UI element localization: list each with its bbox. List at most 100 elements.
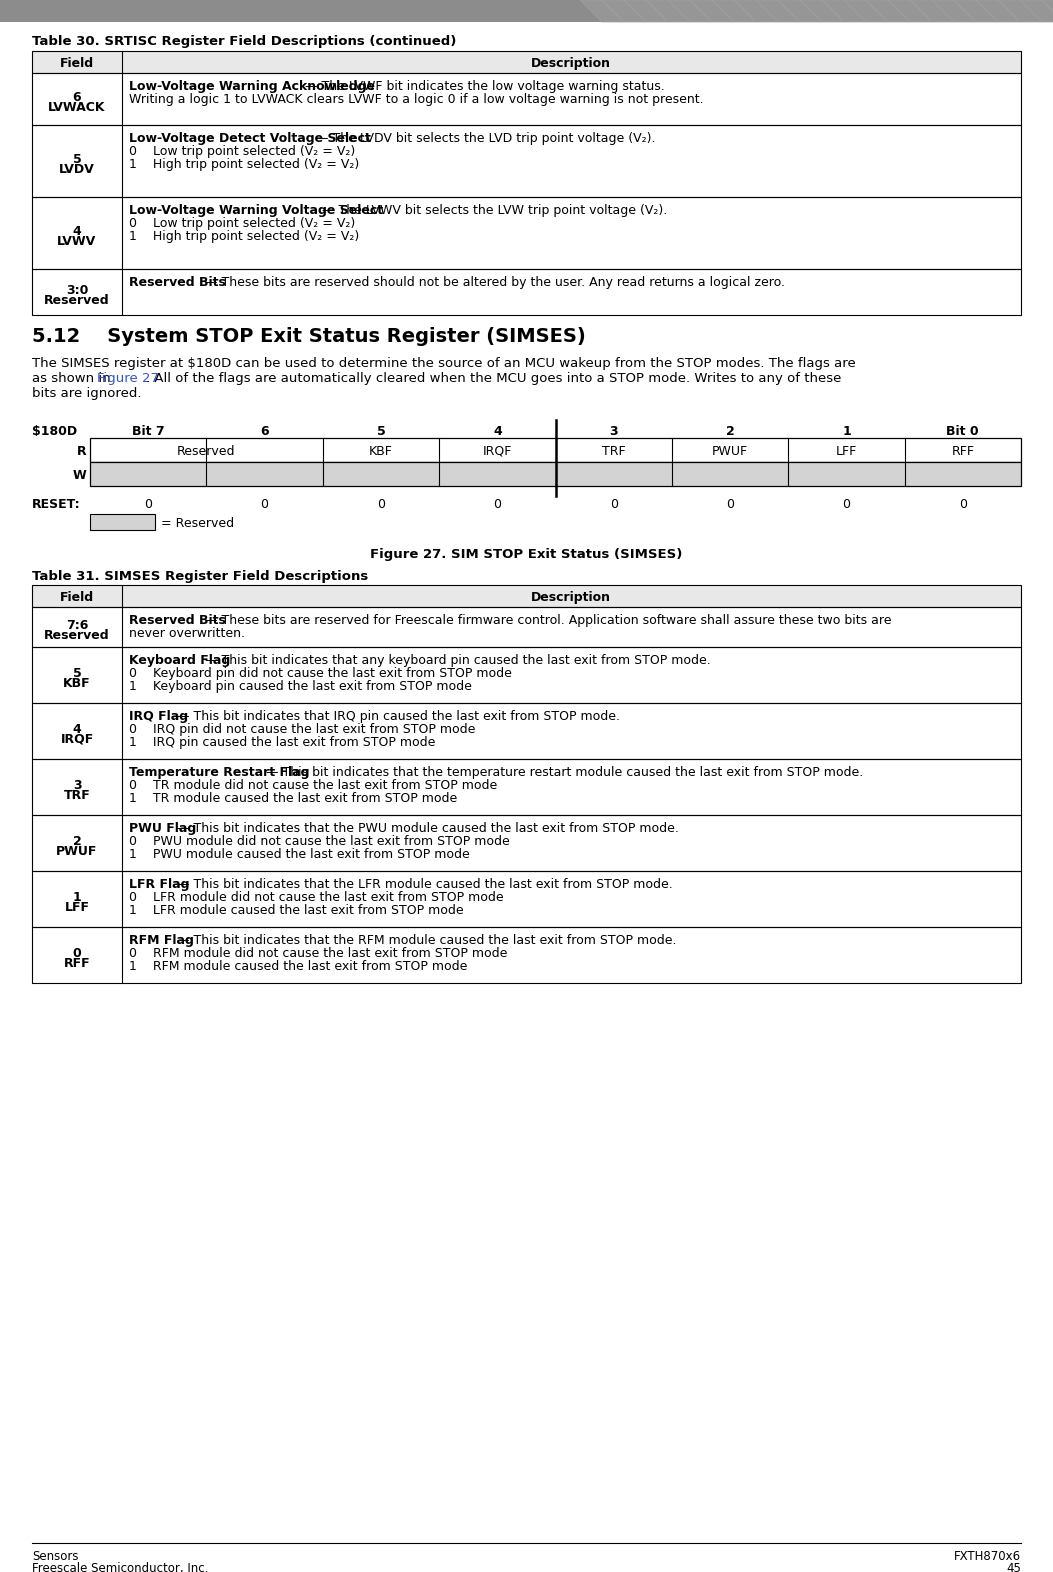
Polygon shape	[976, 0, 1020, 22]
Text: 0: 0	[260, 498, 269, 511]
Text: 0    IRQ pin did not cause the last exit from STOP mode: 0 IRQ pin did not cause the last exit fr…	[130, 723, 475, 736]
Text: IRQ Flag: IRQ Flag	[130, 711, 188, 723]
Text: 4: 4	[73, 723, 81, 736]
Text: — The LVWF bit indicates the low voltage warning status.: — The LVWF bit indicates the low voltage…	[301, 80, 664, 93]
Bar	[32, 814, 1021, 871]
Text: 3:0: 3:0	[65, 285, 88, 297]
Text: Bit 7: Bit 7	[132, 424, 164, 439]
Text: TRF: TRF	[63, 789, 91, 802]
Text: W: W	[73, 468, 86, 483]
Text: bits are ignored.: bits are ignored.	[32, 387, 141, 399]
Polygon shape	[954, 0, 998, 22]
Bar	[32, 607, 1021, 648]
Polygon shape	[1042, 0, 1053, 22]
Text: Temperature Restart Flag: Temperature Restart Flag	[130, 766, 310, 780]
Bar	[90, 462, 1021, 486]
Text: PWU Flag: PWU Flag	[130, 822, 196, 835]
Text: — This bit indicates that IRQ pin caused the last exit from STOP mode.: — This bit indicates that IRQ pin caused…	[174, 711, 620, 723]
Text: 0    LFR module did not cause the last exit from STOP mode: 0 LFR module did not cause the last exit…	[130, 891, 503, 904]
Polygon shape	[822, 0, 866, 22]
Polygon shape	[998, 0, 1042, 22]
Text: 1    RFM module caused the last exit from STOP mode: 1 RFM module caused the last exit from S…	[130, 960, 468, 973]
Text: — This bit indicates that any keyboard pin caused the last exit from STOP mode.: — This bit indicates that any keyboard p…	[201, 654, 711, 667]
Bar	[32, 585, 1021, 607]
Text: 3: 3	[610, 424, 618, 439]
Text: Figure 27: Figure 27	[97, 373, 159, 385]
Text: LVWACK: LVWACK	[48, 101, 105, 115]
Text: 0    Keyboard pin did not cause the last exit from STOP mode: 0 Keyboard pin did not cause the last ex…	[130, 667, 512, 681]
Polygon shape	[602, 0, 645, 22]
Text: 1    PWU module caused the last exit from STOP mode: 1 PWU module caused the last exit from S…	[130, 847, 470, 861]
Text: RESET:: RESET:	[32, 498, 81, 511]
Text: 0: 0	[959, 498, 967, 511]
Polygon shape	[624, 0, 668, 22]
Text: 1    IRQ pin caused the last exit from STOP mode: 1 IRQ pin caused the last exit from STOP…	[130, 736, 435, 748]
Polygon shape	[932, 0, 976, 22]
Text: — The LVDV bit selects the LVD trip point voltage (V₂).: — The LVDV bit selects the LVD trip poin…	[312, 132, 656, 145]
Text: 6: 6	[73, 91, 81, 104]
Text: Description: Description	[531, 591, 611, 604]
Text: 5: 5	[73, 152, 81, 167]
Text: $180D: $180D	[32, 424, 77, 439]
Text: Table 31. SIMSES Register Field Descriptions: Table 31. SIMSES Register Field Descript…	[32, 571, 369, 583]
Text: 5: 5	[73, 667, 81, 681]
Text: 2: 2	[73, 835, 81, 847]
Text: Description: Description	[531, 57, 611, 71]
Polygon shape	[712, 0, 756, 22]
Text: RFM Flag: RFM Flag	[130, 934, 194, 946]
Text: Low-Voltage Warning Voltage Select: Low-Voltage Warning Voltage Select	[130, 204, 383, 217]
Text: 1: 1	[842, 424, 851, 439]
Text: PWUF: PWUF	[712, 445, 748, 457]
Text: 1    High trip point selected (V₂ = V₂): 1 High trip point selected (V₂ = V₂)	[130, 159, 359, 171]
Polygon shape	[1020, 0, 1053, 22]
Text: — These bits are reserved for Freescale firmware control. Application software s: — These bits are reserved for Freescale …	[201, 615, 892, 627]
Text: Reserved: Reserved	[44, 294, 110, 307]
Bar	[90, 514, 155, 530]
Text: Figure 27. SIM STOP Exit Status (SIMSES): Figure 27. SIM STOP Exit Status (SIMSES)	[370, 549, 682, 561]
Text: 4: 4	[493, 424, 501, 439]
Text: The SIMSES register at $180D can be used to determine the source of an MCU wakeu: The SIMSES register at $180D can be used…	[32, 357, 856, 369]
Bar	[32, 703, 1021, 759]
Text: 0: 0	[610, 498, 618, 511]
Text: 7:6: 7:6	[65, 619, 88, 632]
Text: IRQF: IRQF	[482, 445, 512, 457]
Polygon shape	[866, 0, 910, 22]
Text: 0: 0	[377, 498, 385, 511]
Text: 0: 0	[144, 498, 153, 511]
Text: Low-Voltage Detect Voltage Select: Low-Voltage Detect Voltage Select	[130, 132, 371, 145]
Text: — These bits are reserved should not be altered by the user. Any read returns a : — These bits are reserved should not be …	[201, 277, 786, 289]
Text: 2: 2	[726, 424, 734, 439]
Text: . All of the flags are automatically cleared when the MCU goes into a STOP mode.: . All of the flags are automatically cle…	[145, 373, 841, 385]
Text: Keyboard Flag: Keyboard Flag	[130, 654, 231, 667]
Polygon shape	[645, 0, 690, 22]
Text: 1    Keyboard pin caused the last exit from STOP mode: 1 Keyboard pin caused the last exit from…	[130, 681, 472, 693]
Text: KBF: KBF	[63, 678, 91, 690]
Text: LFR Flag: LFR Flag	[130, 879, 190, 891]
Text: Reserved: Reserved	[177, 445, 236, 457]
Bar	[32, 72, 1021, 126]
Text: as shown in: as shown in	[32, 373, 115, 385]
Text: RFF: RFF	[63, 957, 91, 970]
Text: 1    TR module caused the last exit from STOP mode: 1 TR module caused the last exit from ST…	[130, 792, 457, 805]
Text: 0    TR module did not cause the last exit from STOP mode: 0 TR module did not cause the last exit …	[130, 780, 497, 792]
Bar	[32, 759, 1021, 814]
Text: 0    PWU module did not cause the last exit from STOP mode: 0 PWU module did not cause the last exit…	[130, 835, 510, 847]
Polygon shape	[580, 0, 624, 22]
Text: = Reserved: = Reserved	[161, 517, 234, 530]
Text: 0: 0	[842, 498, 851, 511]
Text: Sensors: Sensors	[32, 1550, 79, 1563]
Text: LFF: LFF	[64, 901, 90, 913]
Polygon shape	[800, 0, 845, 22]
Bar	[32, 50, 1021, 72]
Text: R: R	[77, 445, 86, 457]
Polygon shape	[778, 0, 822, 22]
Text: 5: 5	[377, 424, 385, 439]
Text: — The LVWV bit selects the LVW trip point voltage (V₂).: — The LVWV bit selects the LVW trip poin…	[318, 204, 667, 217]
Bar	[32, 269, 1021, 314]
Text: RFF: RFF	[951, 445, 974, 457]
Polygon shape	[910, 0, 954, 22]
Bar	[32, 126, 1021, 196]
Polygon shape	[756, 0, 800, 22]
Bar	[32, 196, 1021, 269]
Text: Field: Field	[60, 591, 94, 604]
